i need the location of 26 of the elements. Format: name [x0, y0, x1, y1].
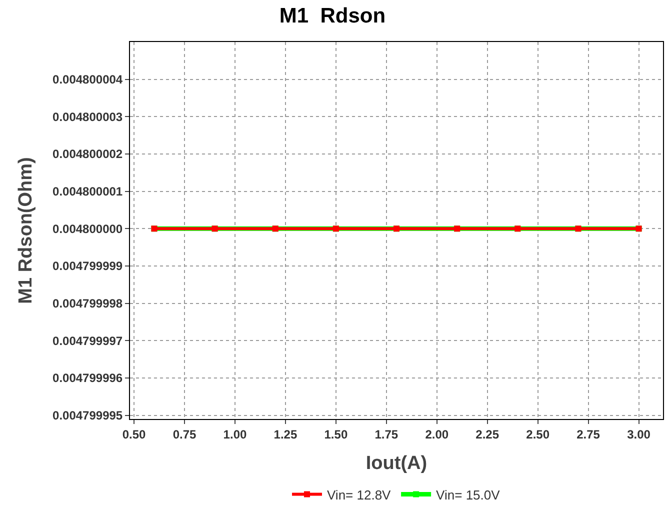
chart-title: M1 Rdson: [279, 4, 386, 28]
x-tick-label: 1.75: [374, 427, 398, 442]
y-tick-label: 0.004800003: [52, 110, 123, 124]
y-tick-label: 0.004800001: [52, 184, 123, 199]
y-tick-label: 0.004799999: [52, 259, 123, 274]
legend-label: Vin= 15.0V: [436, 487, 500, 502]
y-tick-label: 0.004800000: [52, 222, 123, 236]
y-tick-label: 0.004799996: [52, 371, 123, 386]
x-tick-label: 2.50: [526, 427, 550, 442]
y-tick-label: 0.004799998: [52, 296, 123, 310]
x-tick-label: 3.00: [627, 427, 651, 442]
x-axis-title: Iout(A): [366, 453, 428, 474]
legend-label: Vin= 12.8V: [327, 487, 392, 502]
x-tick-label: 2.75: [576, 427, 600, 442]
x-tick-label: 1.50: [324, 427, 348, 442]
x-tick-label: 0.75: [172, 427, 197, 442]
x-tick-label: 0.50: [122, 427, 146, 442]
y-axis-title: M1 Rdson(Ohm): [15, 157, 36, 304]
y-tick-label: 0.004800002: [52, 147, 123, 162]
y-tick-label: 0.004800004: [52, 72, 123, 87]
x-tick-label: 1.00: [223, 427, 247, 442]
y-tick-label: 0.004799997: [52, 334, 123, 348]
y-tick-label: 0.004799995: [52, 408, 123, 422]
x-tick-label: 2.00: [425, 427, 449, 442]
x-tick-label: 2.25: [476, 427, 500, 442]
x-tick-label: 1.25: [274, 427, 298, 442]
